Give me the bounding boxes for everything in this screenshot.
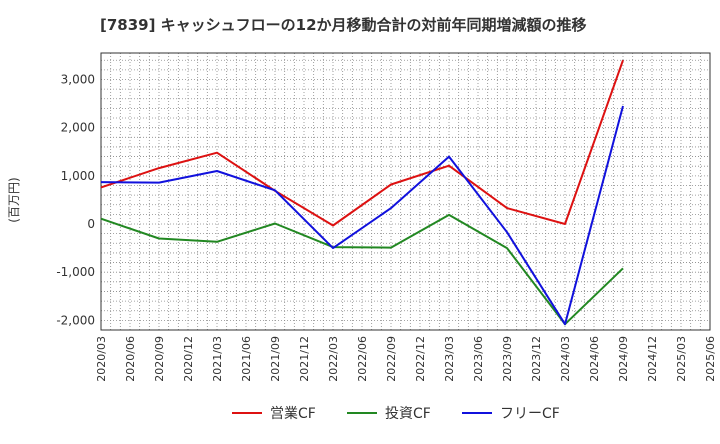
x-tick-label: 2024/06 — [588, 336, 601, 382]
x-tick-label: 2023/03 — [443, 336, 456, 382]
x-tick-label: 2022/09 — [385, 336, 398, 382]
series-lines — [100, 59, 624, 326]
x-tick-label: 2022/12 — [414, 336, 427, 382]
x-tick-label: 2020/09 — [153, 336, 166, 382]
grid-layer — [100, 53, 711, 331]
y-tick-label: -1,000 — [56, 265, 95, 279]
x-tick-label: 2023/06 — [472, 336, 485, 382]
series-line-3 — [100, 105, 624, 326]
x-tick-labels: 2020/03 2020/06 2020/09 2020/12 2021/03 2021/… — [95, 336, 717, 382]
legend-label: 投資CF — [385, 406, 431, 422]
x-tick-label: 2024/03 — [559, 336, 572, 382]
x-tick-label: 2020/12 — [182, 336, 195, 382]
chart-title: [7839] キャッシュフローの12か月移動合計の対前年同期増減額の推移 — [100, 16, 587, 34]
y-tick-label: 1,000 — [61, 169, 95, 183]
y-tick-label: 2,000 — [61, 121, 95, 135]
x-tick-label: 2024/12 — [646, 336, 659, 382]
y-tick-labels: 3,000 2,000 1,000 0 -1,000 -2,000 — [56, 72, 95, 327]
legend-label: 営業CF — [270, 406, 316, 422]
x-tick-label: 2021/06 — [240, 336, 253, 382]
series-line-1 — [100, 59, 624, 227]
y-tick-label: 0 — [87, 217, 95, 231]
x-tick-label: 2025/03 — [675, 336, 688, 382]
x-tick-label: 2025/06 — [704, 336, 717, 382]
legend: 営業CF 投資CF フリーCF — [232, 406, 560, 422]
y-tick-label: -2,000 — [56, 313, 95, 327]
legend-label: フリーCF — [500, 406, 560, 422]
plot-frame — [100, 52, 711, 331]
x-tick-label: 2023/12 — [530, 336, 543, 382]
series-line-2 — [100, 213, 624, 326]
x-tick-label: 2021/03 — [211, 336, 224, 382]
x-tick-label: 2023/09 — [501, 336, 514, 382]
x-tick-label: 2022/03 — [327, 336, 340, 382]
y-axis-label: (百万円) — [7, 177, 21, 222]
x-tick-label: 2024/09 — [617, 336, 630, 382]
x-tick-label: 2022/06 — [356, 336, 369, 382]
x-tick-label: 2020/03 — [95, 336, 108, 382]
x-tick-label: 2020/06 — [124, 336, 137, 382]
y-tick-label: 3,000 — [61, 72, 95, 86]
x-tick-label: 2021/09 — [269, 336, 282, 382]
x-tick-label: 2021/12 — [298, 336, 311, 382]
